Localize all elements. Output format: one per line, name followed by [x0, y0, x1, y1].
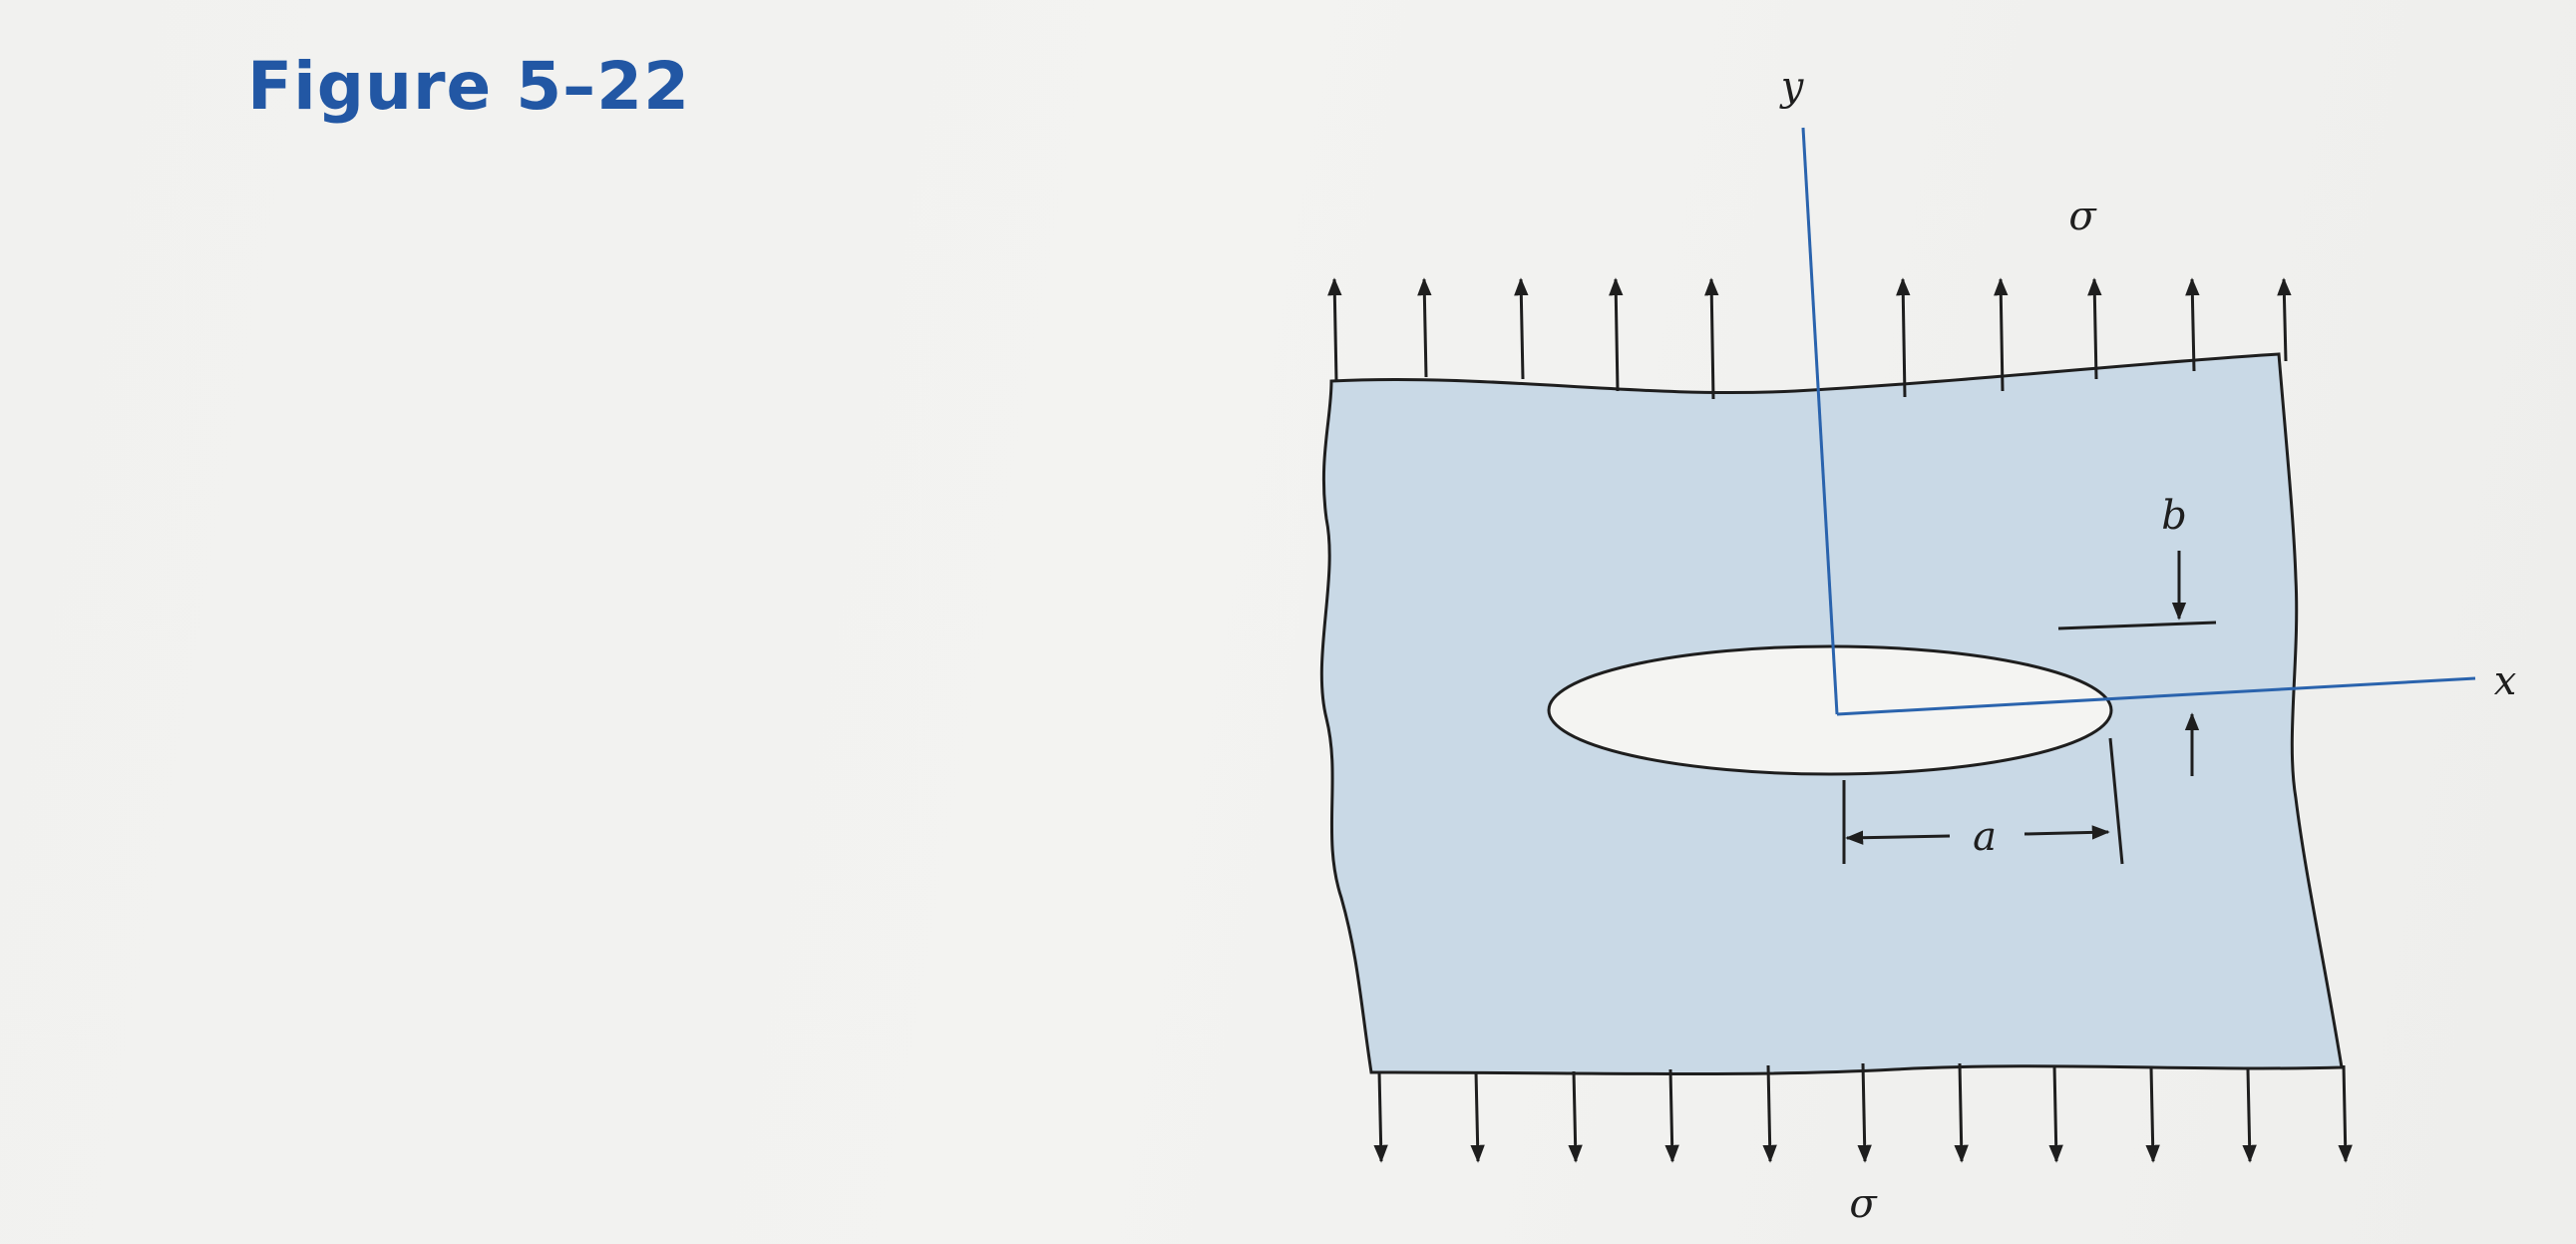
bottom-load-arrows [1373, 1062, 2353, 1163]
y-axis [1801, 127, 1839, 715]
arrow-up-icon [2185, 277, 2200, 372]
arrow-up-icon [1609, 277, 1624, 392]
sigma-bottom-label: σ [1849, 1181, 1878, 1227]
arrow-down-icon [2048, 1064, 2063, 1163]
arrow-down-icon [1373, 1070, 1388, 1163]
arrow-up-icon [1514, 277, 1529, 380]
sigma-top-label: σ [2068, 194, 2097, 239]
arrow-up-icon [2277, 277, 2292, 362]
a-extension-right [2108, 737, 2124, 865]
arrow-up-icon [1896, 277, 1911, 398]
arrow-down-icon [2338, 1064, 2353, 1163]
arrow-down-icon [1857, 1062, 1872, 1163]
a-label: a [1973, 814, 1997, 860]
arrow-up-icon [2087, 277, 2102, 380]
x-axis-label: x [2494, 658, 2517, 704]
arrow-down-icon [1470, 1070, 1485, 1163]
arrow-down-icon [2145, 1066, 2160, 1163]
arrow-up-icon [1994, 277, 2009, 392]
x-axis [1836, 676, 2476, 716]
top-load-arrows [1327, 277, 2292, 400]
arrow-down-icon [1664, 1068, 1679, 1163]
arrow-up-icon [1417, 277, 1432, 378]
arrow-down-icon [1954, 1062, 1969, 1163]
arrow-up-icon [1327, 277, 1342, 382]
elliptical-hole [1547, 644, 2113, 776]
b-reference-line [2057, 621, 2217, 630]
arrow-down-icon [2242, 1068, 2257, 1163]
a-arrow-right [2024, 825, 2110, 840]
arrow-down-icon [1762, 1064, 1777, 1163]
arrow-up-icon [1704, 277, 1719, 400]
b-label: b [2161, 493, 2187, 539]
y-axis-label: y [1779, 64, 1805, 110]
figure-title: Figure 5–22 [247, 48, 690, 125]
a-arrow-left [1845, 830, 1951, 845]
arrow-down-icon [1568, 1070, 1583, 1163]
